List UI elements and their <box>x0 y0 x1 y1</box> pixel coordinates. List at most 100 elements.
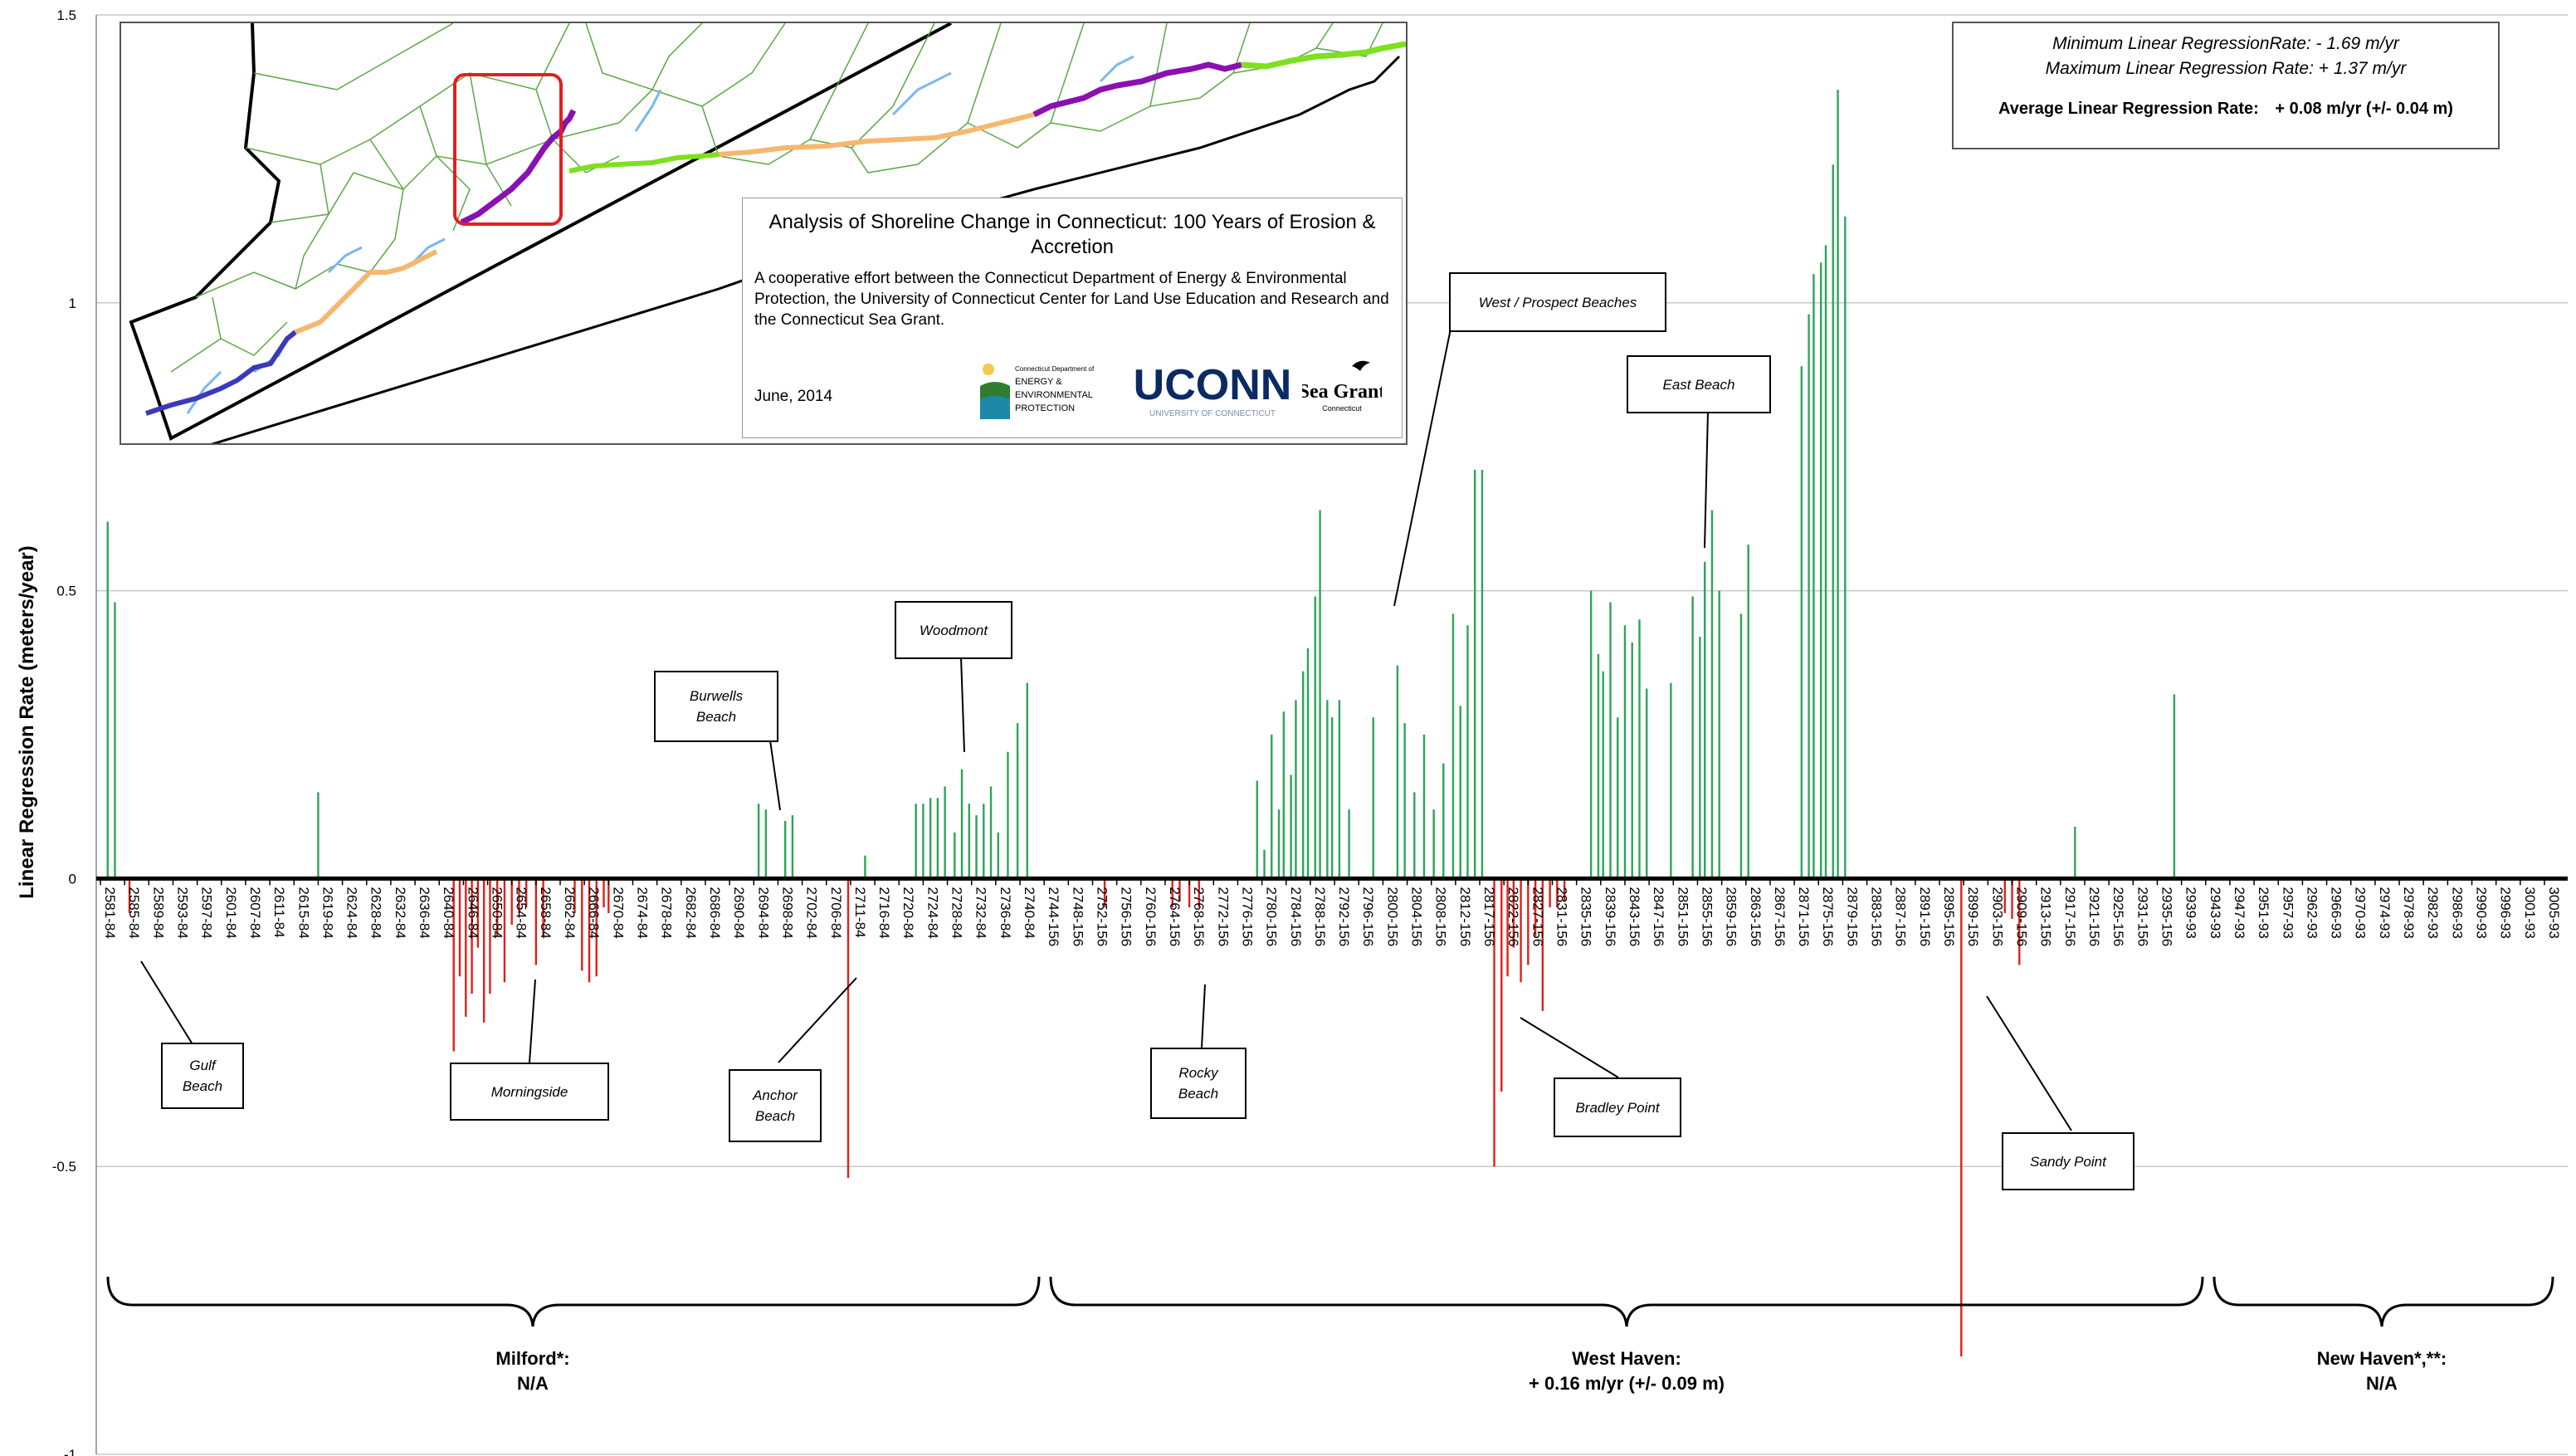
x-tick-label: 2646-84 <box>465 887 481 938</box>
x-tick-label: 2847-156 <box>1651 887 1666 946</box>
inset-description: A cooperative effort between the Connect… <box>754 270 1389 329</box>
x-tick-label: 2931-156 <box>2134 887 2150 946</box>
x-tick-label: 2698-84 <box>779 887 795 938</box>
x-tick-label: 2736-84 <box>998 887 1013 938</box>
x-tick-label: 2784-156 <box>1288 887 1304 946</box>
x-tick-label: 2903-156 <box>1989 887 2005 946</box>
x-tick-label: 2632-84 <box>393 887 408 938</box>
x-tick-label: 2611-84 <box>271 887 287 937</box>
coast-erosion-low <box>145 330 297 416</box>
x-tick-label: 2863-156 <box>1748 887 1764 946</box>
x-tick-label: 2895-156 <box>1941 887 1957 946</box>
x-tick-label: 2711-84 <box>852 887 868 937</box>
x-tick-label: 2702-84 <box>804 887 820 938</box>
x-tick-label: 2780-156 <box>1264 887 1280 946</box>
x-tick-label: 2678-84 <box>659 887 675 938</box>
y-tick-label: 1 <box>69 296 76 311</box>
leader-bradley <box>1520 1017 1619 1078</box>
leader-rocky <box>1201 984 1206 1048</box>
seagrant-subtitle: Connecticut <box>1322 404 1362 413</box>
coast-stable-west <box>294 249 438 335</box>
x-axis-ticks: 2581-84 2585-84 2589-84 2593-84 2597-84 2601-… <box>100 878 2562 946</box>
town-new-haven: New Haven*,**: N/A <box>2299 1346 2465 1396</box>
annotation-morningside-text: Morningside <box>490 1083 568 1100</box>
x-tick-label: 2601-84 <box>223 887 239 938</box>
x-tick-label: 2724-84 <box>925 887 940 938</box>
leader-gulf-beach <box>140 960 193 1045</box>
annotation-bradley-point: Bradley Point <box>1554 1077 1681 1137</box>
y-tick-label: 0 <box>69 871 76 887</box>
x-tick-label: 2744-156 <box>1046 887 1061 946</box>
x-tick-label: 2624-84 <box>344 887 360 938</box>
annotation-burwells-beach: Burwells Beach <box>654 671 778 742</box>
annotation-rocky-beach: Rocky Beach <box>1150 1048 1247 1119</box>
x-tick-label: 2909-156 <box>2014 887 2030 946</box>
x-tick-label: 2957-93 <box>2280 887 2295 938</box>
stats-average: Average Linear Regression Rate: + 0.08 m… <box>1954 100 2498 119</box>
x-tick-label: 2982-93 <box>2425 887 2441 938</box>
x-tick-label: 2943-93 <box>2208 887 2223 938</box>
x-tick-label: 2859-156 <box>1724 887 1739 946</box>
stats-min: Minimum Linear RegressionRate: - 1.69 m/… <box>2052 34 2399 53</box>
annotation-anchor-beach-text: Anchor Beach <box>753 1087 798 1124</box>
town-west-haven-value: + 0.16 m/yr (+/- 0.09 m) <box>1528 1373 1725 1394</box>
x-tick-label: 2822-156 <box>1505 887 1521 946</box>
y-tick-label: -1 <box>64 1447 76 1456</box>
x-tick-label: 2871-156 <box>1796 887 1812 946</box>
bracket-new-haven <box>2213 1276 2554 1327</box>
town-brackets <box>106 1276 2554 1327</box>
leader-morningside <box>529 979 536 1063</box>
x-tick-label: 2615-84 <box>295 887 311 938</box>
x-tick-label: 3001-93 <box>2522 887 2538 938</box>
x-tick-label: 2748-156 <box>1070 887 1086 946</box>
x-tick-label: 2974-93 <box>2377 887 2393 938</box>
x-tick-label: 2674-84 <box>634 887 650 938</box>
coast-stable-mid <box>718 112 1035 157</box>
town-milford: Milford*: N/A <box>448 1346 617 1396</box>
town-new-haven-name: New Haven*,**: <box>2316 1348 2447 1369</box>
x-tick-label: 2947-93 <box>2232 887 2247 938</box>
coast-accretion-mid <box>568 152 720 173</box>
x-tick-label: 2768-156 <box>1191 887 1207 946</box>
x-tick-label: 2650-84 <box>490 887 505 938</box>
annotation-woodmont: Woodmont <box>895 601 1012 659</box>
stats-box: Minimum Linear RegressionRate: - 1.69 m/… <box>1952 22 2500 149</box>
annotation-west-prospect-text: West / Prospect Beaches <box>1478 294 1637 310</box>
x-tick-label: 2792-156 <box>1336 887 1352 946</box>
leader-east-beach <box>1704 411 1709 549</box>
x-tick-label: 2764-156 <box>1167 887 1183 946</box>
x-tick-label: 2716-84 <box>876 887 892 938</box>
uconn-subtitle: UNIVERSITY OF CONNECTICUT <box>1149 409 1276 418</box>
inset-date: June, 2014 <box>754 388 833 405</box>
x-tick-label: 2951-93 <box>2256 887 2271 938</box>
x-tick-label: 2796-156 <box>1360 887 1376 946</box>
x-tick-label: 2851-156 <box>1675 887 1690 946</box>
bracket-milford <box>106 1276 1041 1327</box>
x-tick-label: 2867-156 <box>1772 887 1788 946</box>
x-tick-label: 2686-84 <box>707 887 723 938</box>
x-tick-label: 2990-93 <box>2474 887 2490 938</box>
x-tick-label: 2607-84 <box>247 887 263 938</box>
x-tick-label: 2682-84 <box>683 887 699 938</box>
leader-west-prospect <box>1393 328 1451 607</box>
x-tick-label: 2986-93 <box>2449 887 2465 938</box>
x-tick-label: 2855-156 <box>1699 887 1715 946</box>
town-west-haven: West Haven: + 0.16 m/yr (+/- 0.09 m) <box>1461 1346 1793 1396</box>
x-tick-label: 2732-84 <box>973 887 989 938</box>
x-tick-label: 2760-156 <box>1143 887 1159 946</box>
x-tick-label: 2640-84 <box>441 887 456 938</box>
y-tick-label: 0.5 <box>56 584 76 599</box>
stats-average-label: Average Linear Regression Rate: <box>1998 100 2259 118</box>
seagrant-wordmark: Sea Grant <box>1302 381 1382 403</box>
x-tick-label: 2772-156 <box>1215 887 1231 946</box>
deep-sun-icon <box>983 364 994 375</box>
x-tick-label: 3005-93 <box>2546 887 2562 938</box>
deep-logo-line-3: ENVIRONMENTAL <box>1015 390 1093 400</box>
leader-anchor <box>778 977 857 1063</box>
x-tick-label: 2913-156 <box>2038 887 2054 946</box>
inset-map-panel: Analysis of Shoreline Change in Connecti… <box>120 22 1408 445</box>
x-tick-label: 2887-156 <box>1893 887 1909 946</box>
bars-group <box>106 90 2176 1357</box>
x-tick-label: 2827-156 <box>1530 887 1545 946</box>
annotation-east-beach-text: East Beach <box>1662 376 1735 393</box>
